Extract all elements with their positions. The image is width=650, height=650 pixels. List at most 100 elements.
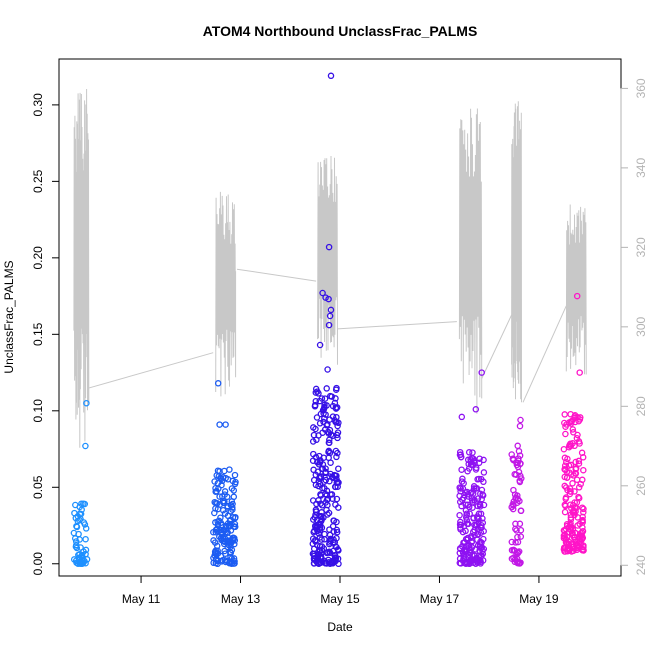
data-point	[216, 468, 223, 475]
data-point	[317, 553, 325, 560]
data-point	[457, 453, 465, 461]
data-point	[327, 306, 335, 314]
data-point	[315, 478, 322, 485]
data-point	[464, 491, 472, 498]
data-point	[326, 416, 333, 423]
data-point	[569, 480, 576, 487]
data-point	[316, 546, 323, 554]
series-6	[560, 292, 587, 555]
data-point	[575, 417, 582, 425]
data-point	[516, 422, 524, 430]
y2-axis: 240 260 280 300 320 340 360	[620, 78, 648, 575]
data-point	[310, 424, 317, 431]
data-point	[561, 454, 569, 462]
x-tick-label: May 19	[519, 592, 559, 606]
y-axis-label: UnclassFrac_PALMS	[2, 260, 16, 373]
y-tick-label: 0.30	[31, 93, 45, 117]
data-point	[324, 428, 332, 436]
data-point	[570, 429, 577, 436]
data-point	[317, 491, 324, 498]
data-point	[464, 520, 472, 528]
data-point	[579, 519, 586, 526]
data-point	[312, 511, 319, 519]
x-axis: May 11 May 13 May 15 May 17 May 19	[122, 575, 559, 606]
data-point	[459, 549, 467, 557]
data-point	[323, 385, 330, 392]
data-point	[326, 539, 333, 546]
data-point	[83, 556, 91, 563]
data-point	[212, 547, 220, 554]
data-point	[312, 385, 320, 393]
secondary-burst-4	[458, 108, 483, 414]
data-point	[309, 540, 317, 548]
data-point	[566, 526, 574, 533]
data-point	[228, 498, 236, 505]
data-point	[467, 461, 475, 468]
data-point	[517, 416, 524, 424]
data-point	[464, 467, 471, 475]
data-point	[226, 466, 233, 473]
data-point	[572, 470, 579, 477]
data-point	[310, 431, 318, 439]
data-point	[315, 497, 322, 504]
y-tick-label: 0.10	[31, 399, 45, 423]
data-point	[577, 414, 584, 421]
data-point	[512, 539, 519, 546]
data-point	[567, 514, 575, 521]
data-point	[316, 341, 324, 349]
data-point	[479, 492, 487, 499]
x-tick-label: May 11	[122, 592, 161, 606]
data-point	[226, 559, 233, 567]
data-point	[516, 520, 524, 528]
y2-tick-label: 360	[634, 78, 648, 98]
data-point	[579, 504, 586, 511]
data-point	[332, 405, 340, 412]
data-point	[466, 549, 474, 556]
data-point	[332, 386, 340, 393]
data-point	[513, 527, 520, 534]
data-point	[334, 483, 341, 490]
data-point	[475, 515, 482, 523]
data-point	[310, 556, 318, 563]
data-point	[228, 520, 235, 528]
data-point	[571, 412, 579, 419]
data-point	[221, 488, 229, 495]
data-point	[572, 508, 579, 515]
y-tick-label: 0.25	[31, 169, 45, 193]
y-tick-label: 0.15	[31, 322, 45, 346]
data-point	[456, 555, 464, 562]
data-point	[333, 518, 340, 526]
data-point	[212, 519, 219, 526]
y-tick-label: 0.00	[31, 552, 45, 576]
data-point	[472, 555, 480, 562]
data-point	[323, 422, 331, 429]
data-point	[480, 535, 487, 543]
data-point	[311, 401, 319, 409]
data-point	[219, 506, 227, 514]
data-point	[573, 546, 581, 554]
secondary-burst-5	[511, 101, 522, 403]
data-point	[326, 549, 334, 557]
data-point	[222, 421, 229, 428]
data-point	[211, 539, 219, 546]
data-point	[82, 559, 89, 567]
data-point	[480, 469, 488, 476]
data-point	[567, 442, 575, 450]
data-point	[561, 462, 569, 469]
data-point	[575, 494, 583, 502]
data-point	[231, 480, 239, 488]
data-point	[517, 526, 525, 534]
data-point	[567, 520, 574, 527]
data-point	[561, 411, 568, 418]
data-point	[316, 420, 324, 427]
data-point	[325, 321, 333, 329]
data-point	[211, 478, 218, 485]
data-point	[227, 540, 235, 547]
data-point	[514, 442, 521, 450]
secondary-connector-4	[481, 314, 513, 379]
data-point	[325, 295, 332, 303]
data-point	[318, 395, 326, 402]
data-point	[508, 503, 515, 511]
data-point	[214, 380, 222, 387]
data-point	[216, 421, 223, 428]
